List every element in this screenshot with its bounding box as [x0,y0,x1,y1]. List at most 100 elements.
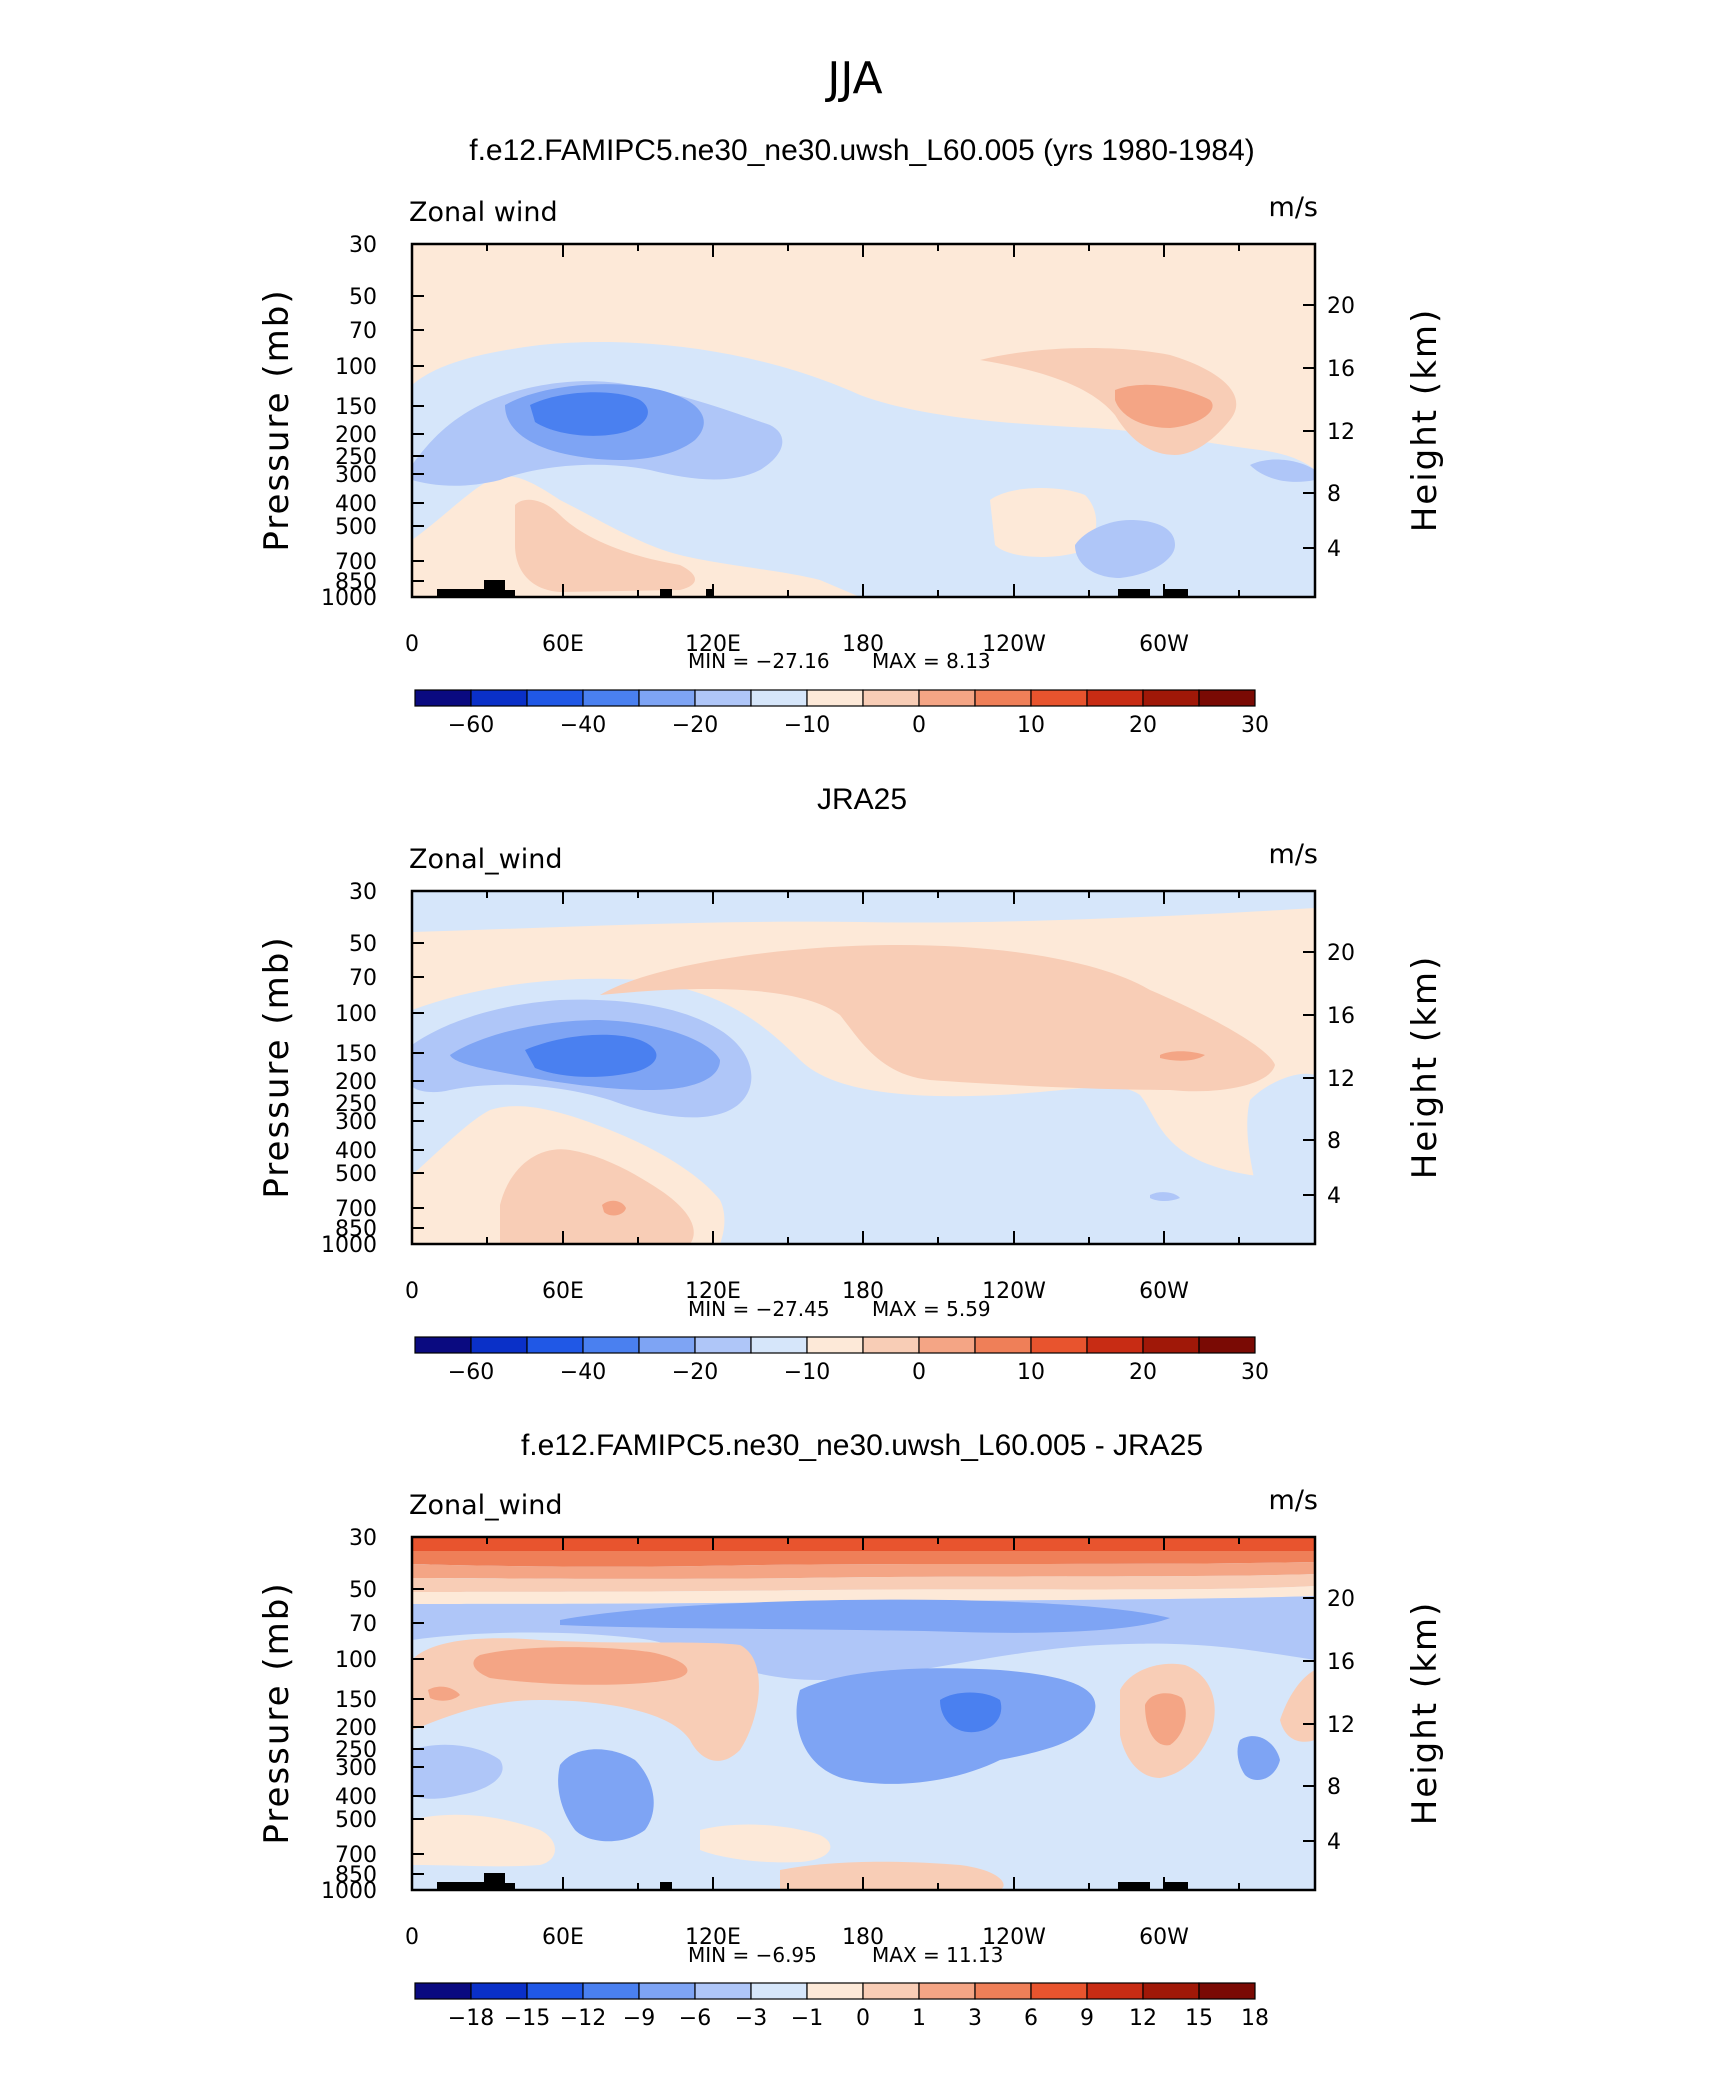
colorbar-label: 12 [1129,2006,1157,2031]
colorbar-label: 15 [1185,2006,1213,2031]
y-axis-label: Pressure (mb) [257,288,297,551]
colorbar-label: 0 [856,2006,870,2031]
y-tick-label: 850 [335,570,377,595]
colorbar-swatch [582,1982,640,2000]
height-tick-label: 4 [1327,1830,1341,1855]
colorbar-labels: −60 −40 −20 −10 0 10 20 30 [448,713,1269,738]
y-tick-label: 30 [349,880,377,905]
contour-minus6-upper [560,1599,1170,1633]
variable-label: Zonal_wind [409,844,563,875]
colorbar-swatch [1030,689,1088,707]
max-label: MAX = 11.13 [872,1943,1003,1967]
contour-plus8-dot [602,1200,626,1216]
x-tick-label: 120E [685,1279,741,1304]
y-tick-label: 850 [335,1217,377,1242]
y-tick-label: 70 [349,319,377,344]
colorbar-swatch [750,689,808,707]
y-tick-label: 250 [335,1738,377,1763]
x-tick-label: 0 [405,1925,419,1950]
colorbar-swatch [1198,689,1256,707]
colorbar-label: 30 [1241,1360,1269,1385]
y-tick-label: 30 [349,233,377,258]
height-tick-label: 16 [1327,357,1355,382]
contour-plus8-right [1160,1051,1205,1061]
height-tick-label: 12 [1327,420,1355,445]
variable-label: Zonal wind [409,197,558,228]
colorbar [414,1336,1256,1354]
colorbar-swatch [1142,1982,1200,2000]
y-tick-label: 300 [335,1110,377,1135]
y-ticks [412,1536,1315,1891]
colorbar-swatch [414,1982,472,2000]
height-tick-label: 4 [1327,1184,1341,1209]
colorbar-swatches [414,1336,1256,1354]
y-tick-label: 700 [335,1843,377,1868]
y-tick-label: 400 [335,492,377,517]
x-tick-labels: 0 60E 120E 180 120W 60W [405,632,1189,657]
x-tick-labels: 0 60E 120E 180 120W 60W [405,1925,1189,1950]
y-ticks [412,890,1315,1245]
y-tick-label: 50 [349,932,377,957]
colorbar-label: 6 [1024,2006,1038,2031]
height-tick-label: 8 [1327,1775,1341,1800]
colorbar-label: −3 [735,2006,767,2031]
y-tick-label: 500 [335,1162,377,1187]
units-label: m/s [1269,192,1318,223]
y-axis-right-label: Height (km) [1405,955,1445,1180]
colorbar-label: −9 [623,2006,655,2031]
contour-plus5-right [600,945,1275,1092]
contour-zero-mid [990,488,1097,557]
colorbar-swatch [862,1336,920,1354]
height-tick-labels: 4 8 12 16 20 [1327,941,1355,1209]
y-tick-label: 250 [335,1092,377,1117]
height-tick-label: 12 [1327,1713,1355,1738]
panel-title: JRA25 [817,783,907,816]
x-tick-label: 0 [405,632,419,657]
contour-field [412,244,1315,597]
contour-minus9 [940,1692,1002,1733]
y-tick-label: 150 [335,1688,377,1713]
units-label: m/s [1269,839,1318,870]
contour-plus6-left [473,1647,688,1685]
contour-field [412,1537,1315,1890]
colorbar-labels: −18 −15 −12 −9 −6 −3 −1 0 1 3 6 9 12 15 … [448,2006,1269,2031]
colorbar-swatch [526,1336,584,1354]
panel-difference: f.e12.FAMIPC5.ne30_ne30.uwsh_L60.005 - J… [257,1429,1445,2031]
colorbar-swatch [974,1336,1032,1354]
colorbar-swatch [1030,1336,1088,1354]
panel-model: f.e12.FAMIPC5.ne30_ne30.uwsh_L60.005 (yr… [257,134,1445,738]
contour-plus5-right [980,348,1237,455]
y-tick-label: 200 [335,1070,377,1095]
y-tick-labels: 30 50 70 100 150 200 250 300 400 500 700… [321,233,377,611]
colorbar-label: −60 [448,713,494,738]
panel-observation: JRA25 Zonal_wind m/s 0 60E 120E [257,783,1445,1385]
contour-band-1 [412,1586,1315,1604]
colorbar-swatch [582,689,640,707]
y-tick-label: 1000 [321,1233,377,1258]
colorbar-swatch [638,1336,696,1354]
colorbar-swatches [414,1982,1256,2000]
colorbar-swatch [694,689,752,707]
colorbar-label: 10 [1017,713,1045,738]
y-tick-label: 1000 [321,586,377,611]
topography [437,1873,1188,1890]
contour-plus5-low [500,1149,694,1244]
colorbar-swatch [918,1982,976,2000]
contour-plus5-lowleft [515,499,695,592]
y-tick-label: 1000 [321,1879,377,1904]
colorbar-labels: −60 −40 −20 −10 0 10 20 30 [448,1360,1269,1385]
y-tick-label: 300 [335,463,377,488]
colorbar-label: −12 [560,2006,606,2031]
y-tick-labels: 30 50 70 100 150 200 250 300 400 500 700… [321,1526,377,1904]
y-axis-label: Pressure (mb) [257,1581,297,1844]
contour-plus3-low [780,1861,1004,1890]
x-tick-label: 120W [982,632,1046,657]
colorbar-swatch [470,1982,528,2000]
contour-minus10-lowright [1075,520,1175,578]
contour-minus6-right [1237,1736,1280,1780]
colorbar-swatch [526,689,584,707]
y-axis-label: Pressure (mb) [257,935,297,1198]
y-tick-label: 250 [335,445,377,470]
y-tick-label: 70 [349,1612,377,1637]
